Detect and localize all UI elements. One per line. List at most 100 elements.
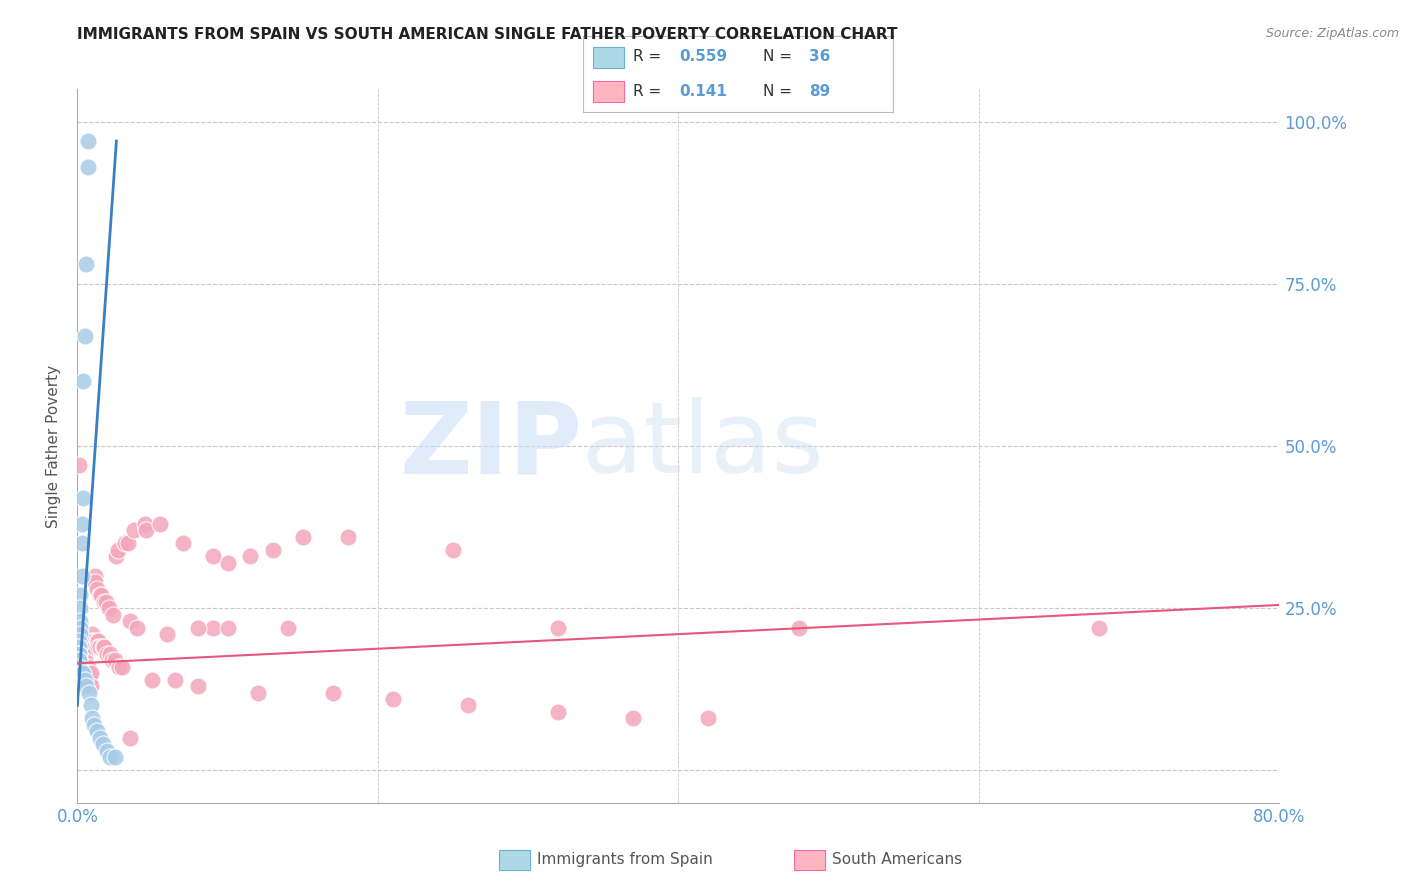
- Point: [73, 679, 96, 693]
- Point: [72, 659, 94, 673]
- Point: [89, 731, 111, 745]
- Point: [87, 633, 110, 648]
- Point: [82, 633, 104, 648]
- Point: [69, 614, 91, 628]
- Point: [70, 659, 93, 673]
- Point: [156, 627, 179, 641]
- Point: [118, 731, 141, 745]
- Text: N =: N =: [763, 49, 797, 64]
- Point: [381, 692, 404, 706]
- Point: [79, 685, 101, 699]
- Point: [72, 653, 94, 667]
- Point: [75, 257, 97, 271]
- Point: [83, 718, 105, 732]
- Point: [80, 666, 103, 681]
- Point: [70, 516, 93, 531]
- Point: [73, 673, 96, 687]
- Point: [291, 530, 314, 544]
- Point: [457, 698, 479, 713]
- Point: [80, 679, 103, 693]
- Point: [67, 458, 90, 473]
- Point: [70, 666, 93, 681]
- Point: [70, 568, 93, 582]
- Point: [83, 640, 105, 654]
- Point: [89, 640, 111, 654]
- Point: [187, 621, 209, 635]
- Point: [96, 744, 118, 758]
- Point: [172, 536, 194, 550]
- Point: [441, 542, 464, 557]
- Point: [201, 621, 224, 635]
- Point: [89, 588, 111, 602]
- Point: [73, 666, 96, 681]
- Point: [239, 549, 262, 564]
- Point: [75, 679, 97, 693]
- Point: [105, 549, 128, 564]
- Point: [96, 647, 118, 661]
- Point: [86, 582, 108, 596]
- Point: [76, 659, 98, 673]
- Point: [100, 647, 122, 661]
- Point: [72, 679, 94, 693]
- Point: [69, 666, 91, 681]
- Point: [107, 542, 129, 557]
- Point: [1088, 621, 1111, 635]
- Point: [67, 653, 90, 667]
- Point: [70, 673, 93, 687]
- Point: [69, 679, 91, 693]
- Point: [70, 647, 93, 661]
- Text: South Americans: South Americans: [832, 853, 963, 867]
- Text: 0.559: 0.559: [679, 49, 727, 64]
- Point: [73, 328, 96, 343]
- Point: [67, 640, 90, 654]
- Point: [72, 666, 94, 681]
- Point: [72, 666, 94, 681]
- Text: IMMIGRANTS FROM SPAIN VS SOUTH AMERICAN SINGLE FATHER POVERTY CORRELATION CHART: IMMIGRANTS FROM SPAIN VS SOUTH AMERICAN …: [77, 27, 898, 42]
- Point: [104, 653, 127, 667]
- Point: [547, 621, 569, 635]
- Point: [246, 685, 269, 699]
- Point: [117, 536, 139, 550]
- Point: [72, 374, 94, 388]
- Point: [201, 549, 224, 564]
- Point: [100, 750, 122, 764]
- Point: [69, 627, 91, 641]
- Point: [84, 568, 107, 582]
- Point: [262, 542, 284, 557]
- Point: [76, 134, 98, 148]
- Point: [79, 673, 101, 687]
- Text: 89: 89: [810, 84, 831, 98]
- Text: N =: N =: [763, 84, 797, 98]
- Point: [87, 640, 110, 654]
- FancyBboxPatch shape: [593, 81, 624, 103]
- Point: [163, 673, 186, 687]
- Point: [79, 666, 101, 681]
- Point: [187, 679, 209, 693]
- Point: [67, 666, 90, 681]
- Point: [76, 679, 98, 693]
- Point: [118, 614, 141, 628]
- Point: [73, 653, 96, 667]
- Point: [76, 666, 98, 681]
- Point: [141, 673, 163, 687]
- Point: [217, 556, 239, 570]
- Text: ZIP: ZIP: [399, 398, 582, 494]
- Point: [83, 633, 105, 648]
- Point: [91, 738, 114, 752]
- Point: [127, 621, 149, 635]
- Point: [104, 750, 127, 764]
- Point: [86, 633, 108, 648]
- Point: [67, 647, 90, 661]
- Point: [75, 673, 97, 687]
- Point: [67, 627, 90, 641]
- Point: [75, 659, 97, 673]
- Point: [277, 621, 299, 635]
- Point: [91, 640, 114, 654]
- Text: 0.141: 0.141: [679, 84, 727, 98]
- Point: [67, 640, 90, 654]
- Point: [82, 627, 104, 641]
- Point: [93, 595, 115, 609]
- Point: [67, 633, 90, 648]
- Point: [69, 601, 91, 615]
- FancyBboxPatch shape: [593, 47, 624, 69]
